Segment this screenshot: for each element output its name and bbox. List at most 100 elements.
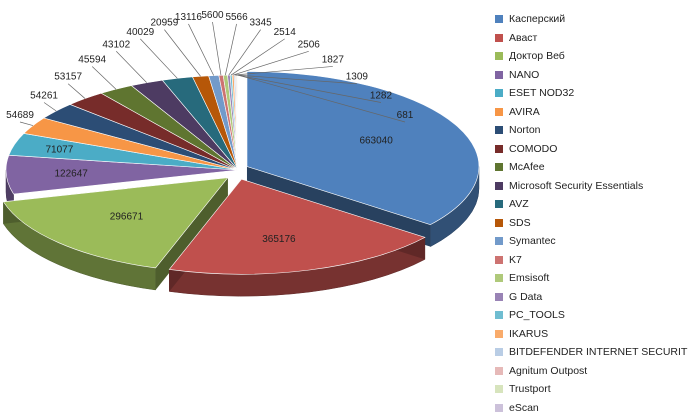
data-label-13: 5600 xyxy=(201,10,224,21)
leader-line-6 xyxy=(44,102,56,110)
legend-swatch xyxy=(495,52,503,60)
legend-label: COMODO xyxy=(509,140,557,159)
legend-swatch xyxy=(495,71,503,79)
data-label-9: 43102 xyxy=(102,39,130,50)
leader-line-13 xyxy=(213,22,221,75)
leader-line-14 xyxy=(225,24,236,75)
legend-swatch xyxy=(495,108,503,116)
legend-label: NANO xyxy=(509,66,539,85)
data-label-16: 2514 xyxy=(274,27,297,38)
data-label-5: 54689 xyxy=(6,110,34,121)
data-label-8: 45594 xyxy=(78,54,106,65)
legend-item: McAfee xyxy=(495,158,685,177)
legend-label: IKARUS xyxy=(509,325,548,344)
data-label-20: 1282 xyxy=(370,90,393,101)
legend-item: Agnitum Outpost xyxy=(495,362,685,381)
data-label-3: 122647 xyxy=(54,168,88,179)
legend-label: McAfee xyxy=(509,158,545,177)
legend-swatch xyxy=(495,385,503,393)
data-label-14: 5566 xyxy=(225,12,248,23)
data-label-19: 1309 xyxy=(346,72,369,83)
legend-swatch xyxy=(495,274,503,282)
leader-line-17 xyxy=(233,51,309,75)
legend-swatch xyxy=(495,145,503,153)
legend-swatch xyxy=(495,200,503,208)
legend-swatch xyxy=(495,367,503,375)
legend-label: Trustport xyxy=(509,380,551,399)
legend-item: Norton xyxy=(495,121,685,140)
data-label-0: 663040 xyxy=(359,136,393,147)
data-label-15: 3345 xyxy=(250,18,273,29)
legend-label: BITDEFENDER INTERNET SECURITY xyxy=(509,343,688,362)
data-label-7: 53157 xyxy=(54,72,82,83)
data-label-6: 54261 xyxy=(30,90,58,101)
data-label-4: 71077 xyxy=(46,144,74,155)
data-label-17: 2506 xyxy=(298,39,321,50)
leader-line-7 xyxy=(68,84,85,99)
leader-line-12 xyxy=(188,24,213,76)
data-label-12: 13116 xyxy=(175,12,203,23)
legend-label: Norton xyxy=(509,121,541,140)
legend-item: AVZ xyxy=(495,195,685,214)
legend-label: PC_TOOLS xyxy=(509,306,565,325)
legend-item: Касперский xyxy=(495,10,685,29)
legend-item: K7 xyxy=(495,251,685,270)
legend-swatch xyxy=(495,219,503,227)
legend-item: IKARUS xyxy=(495,325,685,344)
legend-item: PC_TOOLS xyxy=(495,306,685,325)
legend-label: SDS xyxy=(509,214,531,233)
data-label-18: 1827 xyxy=(322,54,345,65)
legend-label: Аваст xyxy=(509,29,537,48)
legend-swatch xyxy=(495,293,503,301)
legend-item: BITDEFENDER INTERNET SECURITY xyxy=(495,343,685,362)
legend-swatch xyxy=(495,34,503,42)
legend-label: Symantec xyxy=(509,232,556,251)
legend-item: Microsoft Security Essentials xyxy=(495,177,685,196)
legend-swatch xyxy=(495,256,503,264)
data-label-2: 296671 xyxy=(110,212,144,223)
leader-line-8 xyxy=(92,66,116,89)
legend-label: Касперский xyxy=(509,10,565,29)
legend-swatch xyxy=(495,15,503,23)
leader-line-16 xyxy=(231,39,285,75)
legend-item: G Data xyxy=(495,288,685,307)
legend-label: Доктор Веб xyxy=(509,47,565,66)
legend-swatch xyxy=(495,330,503,338)
legend-label: G Data xyxy=(509,288,542,307)
legend-item: SDS xyxy=(495,214,685,233)
legend-label: AVIRA xyxy=(509,103,540,122)
legend-item: Symantec xyxy=(495,232,685,251)
leader-line-9 xyxy=(116,51,146,82)
data-label-21: 681 xyxy=(397,110,414,121)
legend-label: AVZ xyxy=(509,195,529,214)
legend-label: ESET NOD32 xyxy=(509,84,574,103)
pie-chart: 663040 365176 296671 122647 71077 54689 54261 5… xyxy=(0,0,495,415)
legend-label: Microsoft Security Essentials xyxy=(509,177,643,196)
legend-label: eScan xyxy=(509,399,539,417)
legend-item: Trustport xyxy=(495,380,685,399)
legend-item: Emsisoft xyxy=(495,269,685,288)
legend-item: NANO xyxy=(495,66,685,85)
legend-item: Аваст xyxy=(495,29,685,48)
legend-swatch xyxy=(495,126,503,134)
legend-swatch xyxy=(495,311,503,319)
legend-swatch xyxy=(495,348,503,356)
legend-swatch xyxy=(495,89,503,97)
legend-swatch xyxy=(495,182,503,190)
legend-item: COMODO xyxy=(495,140,685,159)
legend-item: eScan xyxy=(495,399,685,417)
data-label-1: 365176 xyxy=(262,234,296,245)
legend-swatch xyxy=(495,237,503,245)
legend-label: Emsisoft xyxy=(509,269,549,288)
legend-swatch xyxy=(495,404,503,412)
legend-item: ESET NOD32 xyxy=(495,84,685,103)
leader-line-10 xyxy=(140,39,177,78)
leader-line-5 xyxy=(20,122,33,126)
legend-label: K7 xyxy=(509,251,522,270)
legend-item: AVIRA xyxy=(495,103,685,122)
legend-label: Agnitum Outpost xyxy=(509,362,587,381)
leader-line-11 xyxy=(164,30,200,77)
legend-swatch xyxy=(495,163,503,171)
legend-item: Доктор Веб xyxy=(495,47,685,66)
